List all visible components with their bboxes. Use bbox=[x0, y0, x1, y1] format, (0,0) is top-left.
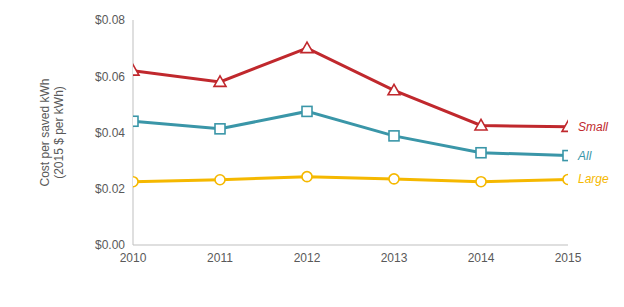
svg-text:2012: 2012 bbox=[294, 251, 321, 265]
svg-text:Cost per saved kWh(2015 $ per: Cost per saved kWh(2015 $ per kWh) bbox=[38, 78, 66, 186]
svg-text:2015: 2015 bbox=[555, 251, 582, 265]
svg-text:$0.06: $0.06 bbox=[95, 70, 125, 84]
svg-text:$0.02: $0.02 bbox=[95, 182, 125, 196]
svg-text:2011: 2011 bbox=[207, 251, 233, 265]
svg-text:Small: Small bbox=[578, 120, 608, 134]
svg-text:$0.04: $0.04 bbox=[95, 126, 125, 140]
svg-text:Large: Large bbox=[578, 172, 609, 186]
svg-text:$0.00: $0.00 bbox=[95, 238, 125, 252]
svg-text:2010: 2010 bbox=[120, 251, 147, 265]
svg-text:All: All bbox=[577, 149, 592, 163]
svg-text:2013: 2013 bbox=[381, 251, 408, 265]
svg-text:2014: 2014 bbox=[468, 251, 495, 265]
svg-text:$0.08: $0.08 bbox=[95, 13, 125, 27]
